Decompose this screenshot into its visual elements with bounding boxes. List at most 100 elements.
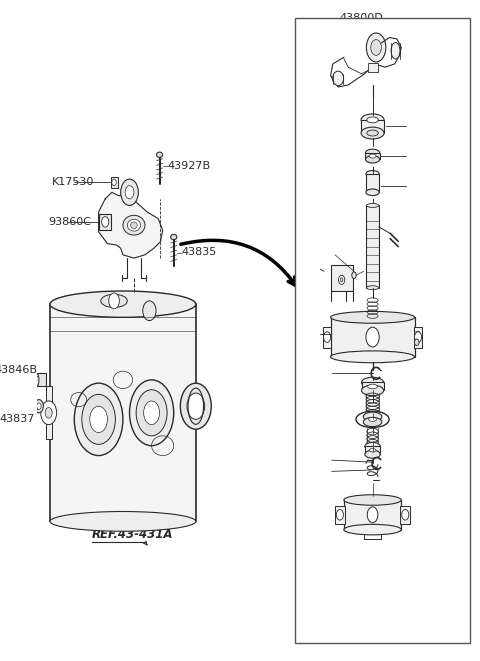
- Circle shape: [366, 327, 379, 347]
- Bar: [110, 177, 118, 188]
- Ellipse shape: [366, 286, 379, 290]
- Ellipse shape: [361, 385, 384, 396]
- Text: 1461CJ: 1461CJ: [309, 368, 348, 378]
- Ellipse shape: [367, 130, 378, 136]
- Ellipse shape: [50, 291, 196, 317]
- Ellipse shape: [369, 154, 376, 158]
- Bar: [365, 446, 380, 454]
- Text: 43800D: 43800D: [340, 13, 384, 23]
- Ellipse shape: [331, 311, 415, 323]
- Ellipse shape: [369, 449, 376, 452]
- Circle shape: [130, 380, 174, 446]
- Circle shape: [109, 293, 120, 309]
- Ellipse shape: [363, 412, 382, 421]
- Ellipse shape: [391, 42, 400, 59]
- Text: 43872: 43872: [300, 325, 335, 336]
- Ellipse shape: [35, 400, 43, 412]
- Circle shape: [180, 383, 211, 429]
- Bar: [366, 206, 379, 288]
- Text: 1461CJ: 1461CJ: [309, 453, 348, 463]
- Bar: [400, 506, 410, 524]
- Ellipse shape: [365, 156, 380, 163]
- Ellipse shape: [367, 117, 378, 123]
- Ellipse shape: [37, 403, 41, 409]
- Bar: [366, 174, 379, 192]
- Circle shape: [74, 383, 123, 455]
- Text: 43872: 43872: [324, 250, 360, 260]
- Circle shape: [136, 390, 167, 436]
- Ellipse shape: [369, 417, 376, 421]
- Circle shape: [143, 301, 156, 321]
- Text: 43911: 43911: [309, 465, 344, 475]
- Ellipse shape: [365, 149, 380, 157]
- Bar: [46, 387, 52, 439]
- Ellipse shape: [127, 219, 141, 231]
- Bar: [344, 500, 401, 529]
- Circle shape: [112, 179, 116, 186]
- Ellipse shape: [352, 272, 356, 278]
- Bar: [414, 327, 422, 348]
- Circle shape: [90, 407, 108, 432]
- Circle shape: [415, 339, 419, 346]
- Ellipse shape: [331, 351, 415, 363]
- Circle shape: [402, 510, 409, 520]
- Ellipse shape: [156, 152, 163, 157]
- Circle shape: [371, 40, 382, 56]
- Bar: [295, 18, 470, 643]
- Circle shape: [366, 33, 386, 62]
- Text: 93860C: 93860C: [48, 217, 91, 227]
- Ellipse shape: [366, 189, 379, 196]
- Ellipse shape: [368, 384, 377, 389]
- Circle shape: [144, 401, 159, 424]
- Circle shape: [102, 217, 109, 227]
- Circle shape: [367, 507, 378, 523]
- Circle shape: [82, 395, 115, 444]
- Circle shape: [120, 179, 138, 206]
- Circle shape: [45, 408, 52, 418]
- Ellipse shape: [366, 204, 379, 208]
- Circle shape: [340, 278, 343, 282]
- Text: 43127: 43127: [407, 122, 443, 132]
- Bar: [335, 506, 345, 524]
- Text: 43835: 43835: [181, 247, 217, 256]
- Ellipse shape: [123, 215, 145, 235]
- Ellipse shape: [365, 442, 380, 450]
- Text: 43870B: 43870B: [300, 263, 343, 273]
- Ellipse shape: [101, 294, 127, 307]
- Ellipse shape: [170, 235, 177, 240]
- Circle shape: [338, 275, 345, 284]
- Ellipse shape: [344, 494, 401, 505]
- Circle shape: [187, 393, 204, 419]
- Ellipse shape: [50, 512, 196, 531]
- Text: K17530: K17530: [52, 177, 95, 188]
- Ellipse shape: [131, 222, 137, 229]
- Text: 43927B: 43927B: [168, 161, 211, 171]
- Ellipse shape: [356, 411, 389, 428]
- Bar: [331, 264, 353, 291]
- Bar: [365, 153, 380, 159]
- Bar: [323, 327, 332, 348]
- Bar: [361, 120, 384, 133]
- Text: 43126: 43126: [407, 151, 442, 161]
- Bar: [331, 317, 415, 357]
- Circle shape: [125, 186, 134, 199]
- Ellipse shape: [365, 450, 380, 458]
- Text: REF.43-431A: REF.43-431A: [92, 528, 173, 541]
- Circle shape: [415, 332, 421, 342]
- Ellipse shape: [333, 71, 344, 86]
- Ellipse shape: [363, 417, 382, 426]
- Bar: [99, 214, 110, 230]
- Bar: [361, 383, 384, 391]
- Text: 1461EA: 1461EA: [420, 337, 463, 347]
- Text: 43842D: 43842D: [400, 234, 444, 244]
- Bar: [37, 373, 46, 387]
- Ellipse shape: [361, 114, 384, 126]
- Text: 43842E: 43842E: [420, 320, 463, 330]
- Ellipse shape: [361, 377, 384, 388]
- Circle shape: [336, 510, 343, 520]
- Text: 43174A: 43174A: [407, 180, 450, 190]
- Ellipse shape: [361, 127, 384, 139]
- Ellipse shape: [35, 373, 39, 387]
- Circle shape: [324, 332, 331, 342]
- Ellipse shape: [344, 524, 401, 535]
